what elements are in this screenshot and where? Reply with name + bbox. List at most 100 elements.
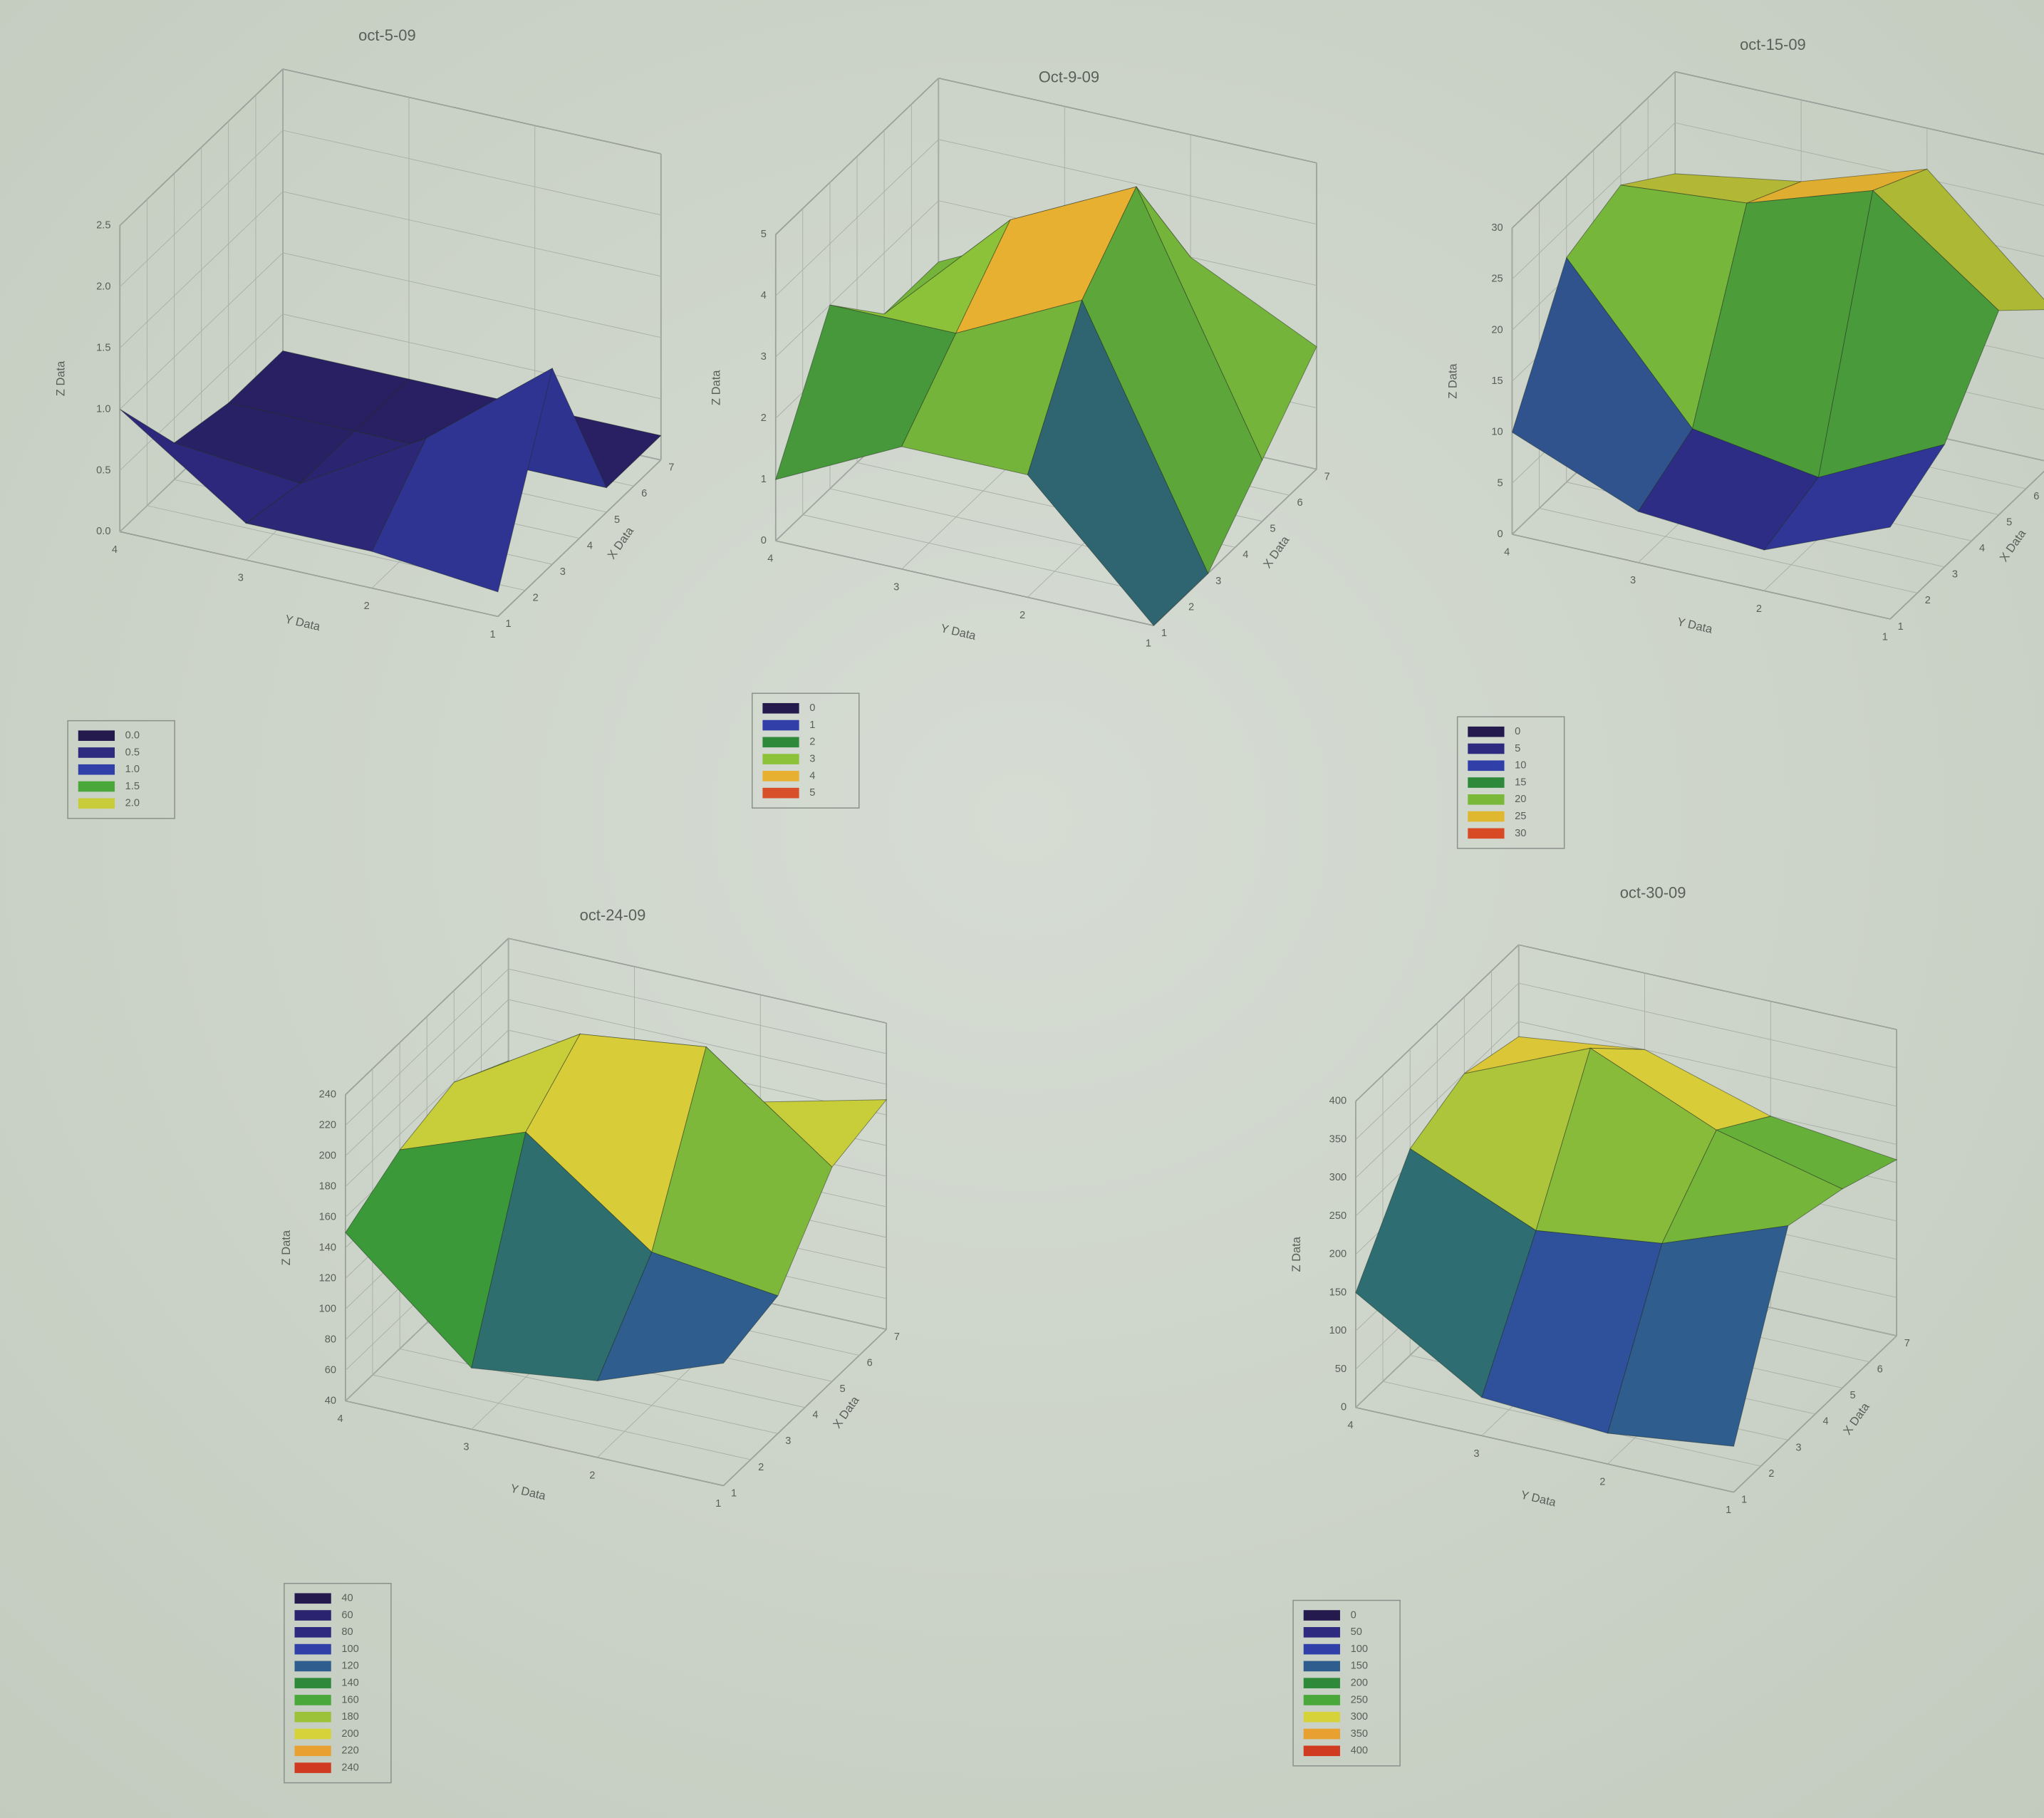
y-tick-label: 1 xyxy=(490,629,496,640)
z-tick-label: 25 xyxy=(1491,274,1503,285)
legend-swatch xyxy=(78,747,115,758)
x-tick-label: 4 xyxy=(1822,1416,1828,1428)
legend-swatch xyxy=(1468,777,1504,788)
z-axis-label: Z Data xyxy=(1290,1236,1303,1272)
x-tick-label: 5 xyxy=(614,514,620,526)
z-axis-label: Z Data xyxy=(710,370,723,405)
x-tick-label: 2 xyxy=(1768,1468,1774,1480)
legend-label: 0.5 xyxy=(125,747,140,758)
z-tick-label: 150 xyxy=(1329,1287,1347,1298)
legend-swatch xyxy=(295,1593,331,1604)
z-tick-label: 400 xyxy=(1329,1096,1347,1107)
legend-swatch xyxy=(295,1712,331,1723)
legend-label: 400 xyxy=(1351,1745,1368,1757)
legend-label: 1.5 xyxy=(125,781,140,792)
z-tick-label: 10 xyxy=(1491,427,1503,438)
y-tick-label: 4 xyxy=(1504,547,1510,559)
legend-swatch xyxy=(295,1644,331,1655)
legend-swatch xyxy=(762,720,799,731)
y-tick-label: 1 xyxy=(1146,638,1151,650)
y-tick-label: 2 xyxy=(1756,603,1762,615)
z-tick-label: 140 xyxy=(319,1242,336,1254)
x-tick-label: 3 xyxy=(560,566,566,578)
z-tick-label: 60 xyxy=(325,1364,336,1376)
legend-label: 2.0 xyxy=(125,798,140,809)
y-tick-label: 3 xyxy=(463,1442,469,1453)
z-tick-label: 1.5 xyxy=(96,342,110,353)
legend-swatch xyxy=(1304,1729,1340,1740)
x-tick-label: 4 xyxy=(1243,549,1248,561)
x-tick-label: 7 xyxy=(668,462,674,474)
y-tick-label: 1 xyxy=(1882,631,1888,643)
z-tick-label: 300 xyxy=(1329,1172,1347,1183)
legend-label: 25 xyxy=(1515,811,1526,822)
legend-label: 220 xyxy=(341,1745,358,1757)
legend-label: 180 xyxy=(341,1711,358,1723)
legend-label: 350 xyxy=(1351,1728,1368,1740)
legend-label: 3 xyxy=(809,753,815,764)
legend-swatch xyxy=(1468,744,1504,754)
x-tick-label: 4 xyxy=(1979,543,1985,554)
y-tick-label: 4 xyxy=(337,1413,343,1425)
x-tick-label: 5 xyxy=(1850,1390,1856,1401)
legend-swatch xyxy=(78,799,115,809)
x-tick-label: 3 xyxy=(1795,1442,1801,1453)
x-tick-label: 7 xyxy=(1324,471,1330,482)
x-tick-label: 6 xyxy=(1297,497,1302,509)
x-tick-label: 3 xyxy=(1952,569,1958,581)
x-tick-label: 3 xyxy=(785,1435,791,1447)
legend-swatch xyxy=(1304,1627,1340,1638)
y-tick-label: 2 xyxy=(1599,1476,1605,1487)
z-tick-label: 0 xyxy=(761,535,767,546)
x-tick-label: 5 xyxy=(1270,524,1275,535)
chart-sheet: oct-5-090.00.51.01.52.02.512341234567Z D… xyxy=(0,0,2044,1818)
z-tick-label: 2 xyxy=(761,412,767,424)
z-axis-label: Z Data xyxy=(280,1230,293,1265)
z-tick-label: 0 xyxy=(1498,529,1503,540)
legend-label: 4 xyxy=(809,770,815,781)
y-tick-label: 3 xyxy=(1473,1448,1479,1460)
x-tick-label: 7 xyxy=(1904,1338,1910,1349)
chart-title: oct-24-09 xyxy=(580,906,646,924)
z-tick-label: 2.0 xyxy=(96,281,110,292)
legend-swatch xyxy=(762,788,799,799)
chart-title: oct-5-09 xyxy=(358,26,415,44)
legend-swatch xyxy=(762,771,799,781)
y-tick-label: 3 xyxy=(1630,575,1636,586)
legend-label: 200 xyxy=(1351,1678,1368,1689)
chart-title: oct-15-09 xyxy=(1740,36,1806,53)
legend-label: 140 xyxy=(341,1678,358,1689)
legend-label: 5 xyxy=(809,787,815,799)
legend-swatch xyxy=(295,1610,331,1621)
y-tick-label: 3 xyxy=(238,572,244,583)
legend-swatch xyxy=(1304,1610,1340,1621)
z-tick-label: 5 xyxy=(1498,477,1503,489)
legend-swatch xyxy=(762,754,799,764)
x-tick-label: 1 xyxy=(506,618,512,630)
z-tick-label: 200 xyxy=(319,1150,336,1162)
legend-swatch xyxy=(1304,1644,1340,1655)
y-tick-label: 4 xyxy=(1348,1420,1354,1431)
x-tick-label: 1 xyxy=(1741,1494,1747,1505)
legend-label: 5 xyxy=(1515,743,1520,754)
legend-label: 120 xyxy=(341,1661,358,1672)
z-tick-label: 0.0 xyxy=(96,526,110,537)
z-tick-label: 20 xyxy=(1491,324,1503,336)
z-tick-label: 100 xyxy=(319,1303,336,1314)
legend-label: 60 xyxy=(341,1609,353,1621)
legend-swatch xyxy=(78,781,115,792)
legend-label: 0 xyxy=(1351,1609,1356,1621)
x-tick-label: 1 xyxy=(1161,628,1167,639)
z-tick-label: 0.5 xyxy=(96,464,110,476)
z-tick-label: 350 xyxy=(1329,1133,1347,1145)
legend-swatch xyxy=(762,737,799,748)
legend-swatch xyxy=(295,1745,331,1756)
z-tick-label: 200 xyxy=(1329,1249,1347,1260)
z-tick-label: 0 xyxy=(1341,1402,1347,1413)
legend-label: 160 xyxy=(341,1694,358,1705)
x-tick-label: 2 xyxy=(533,593,539,604)
legend-label: 15 xyxy=(1515,776,1526,788)
x-tick-label: 5 xyxy=(2006,516,2012,528)
z-tick-label: 15 xyxy=(1491,375,1503,387)
legend-swatch xyxy=(1468,760,1504,771)
